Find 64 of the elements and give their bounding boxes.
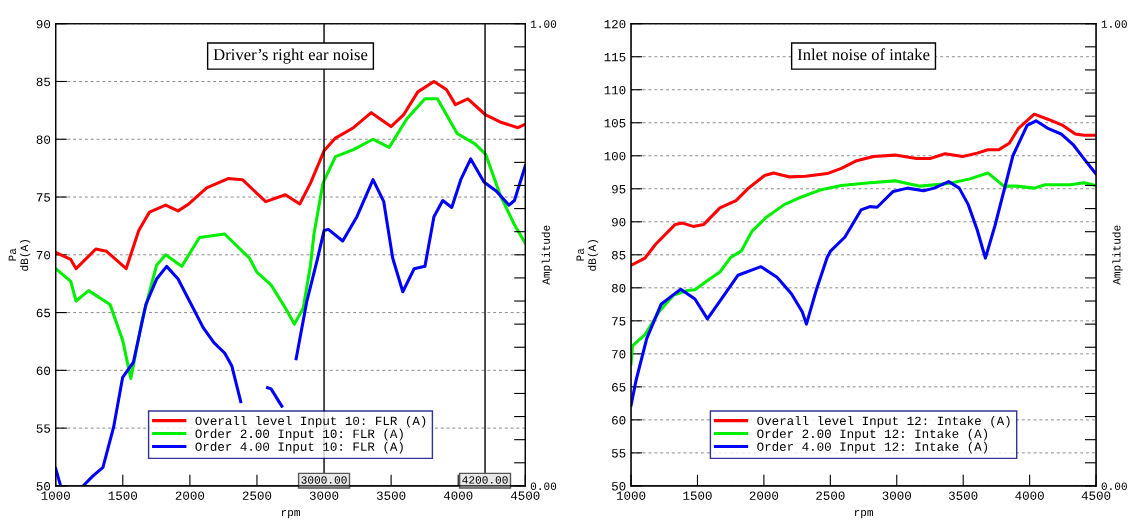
y-tick-label: 75 (612, 317, 626, 326)
line-series (631, 119, 1097, 407)
x-axis-title: rpm (281, 510, 300, 519)
legend-label: Order 2.00 Input 12: Intake (A) (757, 428, 988, 441)
x-tick-label: 4500 (510, 491, 540, 500)
x-axis-title: rpm (854, 510, 873, 519)
x-tick-label: 2500 (816, 491, 845, 500)
y-tick-label: 75 (36, 193, 51, 202)
ref-line-label: 3000.00 (301, 476, 347, 484)
y-tick-label: 55 (36, 424, 51, 433)
y-axis-title: Pa dB(A) (8, 240, 31, 271)
x-tick-label: 4000 (1015, 491, 1044, 500)
x-tick-label: 3000 (309, 491, 339, 500)
y-tick-label: 85 (36, 77, 51, 87)
y-tick-label: 110 (604, 85, 626, 95)
x-tick-label: 2000 (175, 491, 205, 500)
y2-tick-label: 1.00 (1101, 20, 1127, 28)
x-tick-label: 1500 (108, 491, 138, 500)
y-tick-label: 105 (604, 118, 626, 128)
y-tick-label: 65 (612, 383, 626, 392)
line-series (55, 79, 526, 271)
x-tick-label: 3000 (882, 491, 911, 500)
y-tick-label: 90 (612, 217, 626, 227)
legend-label: Overall level Input 12: Intake (A) (757, 415, 1010, 428)
y-tick-label: 50 (611, 482, 626, 491)
line-series (631, 171, 1097, 366)
y-tick-label: 80 (611, 283, 626, 293)
ref-line-label: 4200.00 (462, 476, 508, 484)
x-tick-label: 4000 (443, 491, 473, 500)
y2-tick-label: 0.00 (530, 482, 557, 491)
y-tick-label: 120 (604, 19, 626, 29)
x-tick-label: 2500 (242, 491, 272, 500)
legend-label: Order 4.00 Input 12: Intake (A) (757, 441, 988, 454)
x-tick-label: 3500 (948, 491, 978, 500)
y2-axis-title: Amplitude (541, 225, 553, 285)
y-tick-label: 50 (36, 482, 51, 491)
y-tick-label: 70 (36, 250, 51, 260)
y-tick-label: 70 (612, 350, 626, 359)
y-tick-label: 55 (611, 449, 626, 458)
x-tick-label: 2000 (749, 491, 779, 500)
legend-label: Order 4.00 Input 10: FLR (A) (195, 441, 403, 454)
y-tick-label: 60 (612, 416, 626, 425)
legend-label: Overall level Input 10: FLR (A) (195, 415, 426, 428)
y-tick-label: 85 (611, 250, 626, 260)
y-tick-label: 65 (36, 308, 51, 318)
y-tick-label: 95 (612, 184, 626, 194)
text: Inlet noise of intake (797, 48, 930, 61)
line-series (631, 112, 1097, 267)
y2-tick-label: 1.00 (530, 20, 557, 28)
y-tick-label: 80 (36, 135, 51, 144)
y2-axis-title: Amplitude (1112, 225, 1123, 285)
x-tick-label: 1500 (683, 491, 712, 500)
text: Driver’s right ear noise (213, 48, 368, 64)
y-tick-label: 100 (604, 151, 626, 161)
x-tick-label: 4500 (1081, 491, 1111, 500)
y2-tick-label: 0.00 (1101, 482, 1127, 491)
legend-label: Order 2.00 Input 10: FLR (A) (195, 428, 403, 441)
x-tick-label: 1000 (616, 491, 646, 500)
y-tick-label: 60 (36, 366, 51, 375)
y-axis-title: Pa dB(A) (576, 240, 599, 271)
y-tick-label: 90 (36, 19, 51, 29)
x-tick-label: 1000 (41, 491, 70, 500)
y-tick-label: 115 (604, 53, 626, 62)
x-tick-label: 3500 (376, 491, 406, 500)
